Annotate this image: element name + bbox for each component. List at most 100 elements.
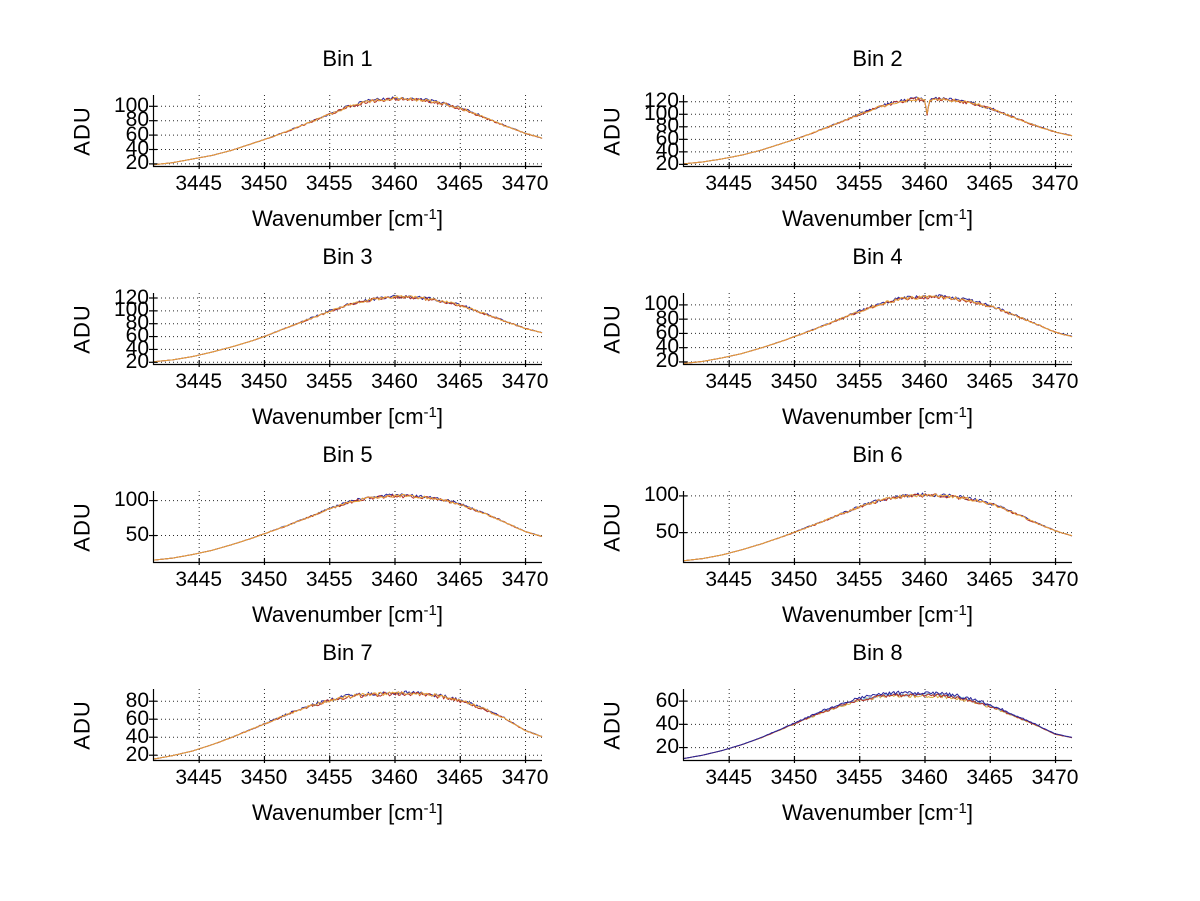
y-axis-label-text: ADU — [599, 502, 625, 552]
x-tick-label: 3450 — [240, 766, 288, 789]
y-tick-label: 100 — [113, 93, 149, 117]
subplot-title: Bin 8 — [852, 640, 903, 665]
x-axis-label-base: Wavenumber [cm — [781, 800, 954, 825]
grid-lines — [153, 491, 542, 563]
x-tick-label: 3470 — [501, 766, 549, 789]
plot-canvas — [149, 491, 543, 565]
subplot-bin-1: Bin 1 ADU 20 40 60 80 100 3445 3450 3455 3460 3465 3… — [70, 45, 600, 243]
subplot-title: Bin 6 — [852, 442, 903, 467]
y-tick-label: 60 — [125, 324, 149, 348]
x-tick-label: 3460 — [901, 568, 948, 591]
x-tick-label: 3445 — [175, 370, 223, 393]
y-tick-label: 80 — [655, 306, 679, 330]
series-line-scan-orange — [682, 96, 1073, 165]
subplot-title: Bin 3 — [322, 244, 373, 269]
x-tick-label: 3445 — [175, 172, 223, 195]
x-tick-label: 3455 — [835, 568, 883, 591]
plot-canvas — [149, 689, 543, 763]
x-tick-label: 3465 — [966, 766, 1014, 789]
axis-lines — [679, 491, 1072, 565]
x-axis-label-close: ] — [436, 404, 444, 429]
y-tick-label: 60 — [125, 122, 149, 146]
plot-canvas — [679, 689, 1073, 763]
x-tick-label: 3470 — [1031, 370, 1079, 393]
y-tick-label: 40 — [125, 724, 149, 748]
x-axis-label-superscript: -1 — [953, 800, 967, 817]
subplot-bin-8: Bin 8 ADU 20 40 60 3445 3450 3455 3460 3465 3470 Wa… — [600, 639, 1130, 837]
y-tick-label: 80 — [125, 311, 149, 335]
x-axis-label-superscript: -1 — [953, 206, 967, 223]
x-axis-label-base: Wavenumber [cm — [781, 206, 954, 231]
x-axis-label-superscript: -1 — [953, 602, 967, 619]
plot-canvas — [149, 95, 543, 169]
x-axis-label: Wavenumber [cm-1] — [683, 203, 1072, 231]
y-tick-label: 20 — [125, 349, 149, 373]
series-line-scan-blue — [682, 492, 1073, 562]
grid-lines — [683, 689, 1072, 761]
subplot-bin-7: Bin 7 ADU 20 40 60 80 3445 3450 3455 3460 3465 3470… — [70, 639, 600, 837]
x-axis-label: Wavenumber [cm-1] — [683, 797, 1072, 825]
subplot-title: Bin 7 — [322, 640, 373, 665]
y-tick-label: 50 — [655, 520, 679, 544]
x-tick-label: 3470 — [1031, 568, 1079, 591]
x-tick-label: 3460 — [371, 370, 418, 393]
y-tick-label: 100 — [113, 488, 149, 512]
y-tick-label: 100 — [643, 101, 679, 125]
y-tick-label: 50 — [125, 523, 149, 547]
axis-lines — [679, 293, 1072, 367]
x-tick-label: 3450 — [240, 568, 288, 591]
x-axis-label-close: ] — [436, 602, 444, 627]
x-axis-label: Wavenumber [cm-1] — [153, 203, 542, 231]
axis-lines — [149, 689, 542, 763]
y-axis-label-text: ADU — [69, 304, 95, 354]
x-tick-label: 3465 — [436, 568, 484, 591]
x-tick-label: 3445 — [175, 568, 223, 591]
x-tick-label: 3470 — [1031, 766, 1079, 789]
axis-lines — [149, 95, 542, 169]
subplot-bin-2: Bin 2 ADU 20 40 60 80 100 120 3445 3450 3455 3460 34… — [600, 45, 1130, 243]
y-tick-label: 20 — [655, 151, 679, 175]
plot-canvas — [149, 293, 543, 367]
y-tick-label: 100 — [643, 483, 679, 507]
x-axis-label-base: Wavenumber [cm — [781, 404, 954, 429]
x-tick-label: 3455 — [305, 172, 353, 195]
series-line-scan-red — [682, 493, 1073, 562]
x-tick-label: 3450 — [240, 172, 288, 195]
x-tick-label: 3460 — [371, 568, 418, 591]
subplot-title: Bin 4 — [852, 244, 903, 269]
x-tick-label: 3465 — [966, 370, 1014, 393]
x-tick-label: 3450 — [770, 568, 818, 591]
series-line-scan-orange — [152, 96, 543, 166]
series-line-scan-orange — [682, 694, 1073, 760]
x-axis-label-base: Wavenumber [cm — [251, 404, 424, 429]
x-tick-label: 3455 — [305, 568, 353, 591]
y-tick-label: 60 — [655, 320, 679, 344]
x-tick-label: 3465 — [966, 172, 1014, 195]
x-tick-label: 3455 — [835, 370, 883, 393]
series-line-scan-red — [682, 96, 1073, 165]
x-tick-label: 3460 — [371, 172, 418, 195]
y-axis-label-text: ADU — [69, 700, 95, 750]
x-axis-label-close: ] — [436, 800, 444, 825]
x-tick-label: 3455 — [305, 370, 353, 393]
axis-lines — [149, 293, 542, 367]
grid-lines — [683, 491, 1072, 563]
x-tick-label: 3470 — [501, 568, 549, 591]
subplot-bin-4: Bin 4 ADU 20 40 60 80 100 3445 3450 3455 3460 3465 3… — [600, 243, 1130, 441]
series-line-scan-red — [152, 691, 543, 760]
x-tick-label: 3450 — [770, 172, 818, 195]
x-axis-label-base: Wavenumber [cm — [251, 206, 424, 231]
series-line-scan-orange — [682, 493, 1073, 562]
x-axis-label-base: Wavenumber [cm — [251, 602, 424, 627]
y-tick-label: 60 — [655, 688, 679, 712]
x-tick-label: 3445 — [705, 370, 753, 393]
x-axis-label-superscript: -1 — [423, 206, 437, 223]
subplot-bin-5: Bin 5 ADU 50 100 3445 3450 3455 3460 3465 3470 Wav… — [70, 441, 600, 639]
y-tick-label: 40 — [125, 336, 149, 360]
x-tick-label: 3445 — [705, 172, 753, 195]
x-axis-label-base: Wavenumber [cm — [781, 602, 954, 627]
x-axis-label-close: ] — [966, 602, 974, 627]
x-axis-label-close: ] — [966, 800, 974, 825]
x-tick-label: 3445 — [705, 568, 753, 591]
